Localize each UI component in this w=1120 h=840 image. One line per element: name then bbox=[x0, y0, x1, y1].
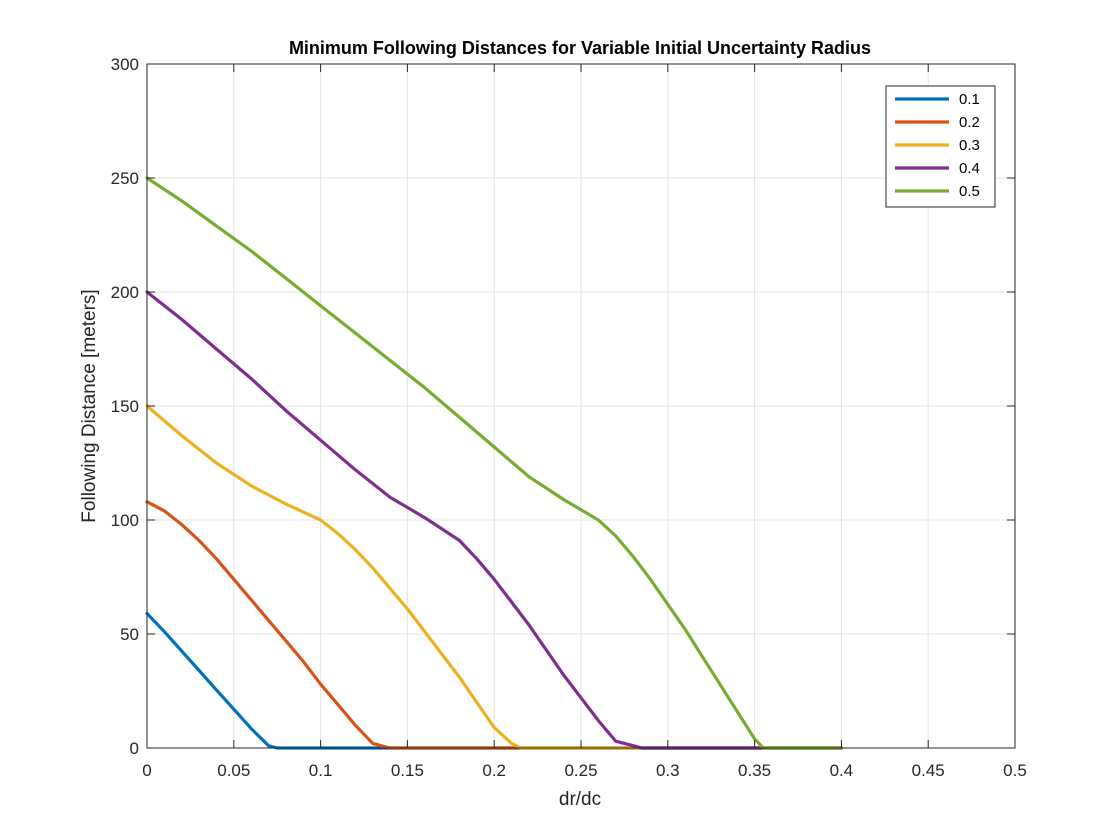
x-tick-label: 0.3 bbox=[656, 761, 680, 780]
x-tick-label: 0.35 bbox=[738, 761, 771, 780]
legend: 0.1 0.2 0.3 0.4 0.5 bbox=[885, 85, 996, 208]
y-tick-label: 300 bbox=[111, 55, 139, 74]
x-tick-label: 0.45 bbox=[912, 761, 945, 780]
x-tick-label: 0.15 bbox=[391, 761, 424, 780]
legend-label: 0.1 bbox=[959, 91, 980, 108]
series-line-0-5 bbox=[145, 176, 844, 750]
x-tick-label: 0.1 bbox=[309, 761, 333, 780]
chart-title: Minimum Following Distances for Variable… bbox=[289, 38, 871, 58]
y-axis-label: Following Distance [meters] bbox=[79, 289, 100, 522]
y-tick-label: 250 bbox=[111, 169, 139, 188]
x-axis-label: dr/dc bbox=[559, 789, 601, 810]
x-tick-label: 0.25 bbox=[564, 761, 597, 780]
y-tick-label: 150 bbox=[111, 397, 139, 416]
y-tick-label: 0 bbox=[130, 739, 139, 758]
legend-label: 0.2 bbox=[959, 114, 980, 131]
legend-label: 0.4 bbox=[959, 160, 980, 177]
x-tick-label: 0.4 bbox=[830, 761, 854, 780]
axis-layer: 0 0.05 0.1 0.15 0.2 0.25 0.3 0.35 0.4 0.45 0.5 0 50 1… bbox=[111, 55, 1027, 780]
series-line-0-4 bbox=[145, 290, 844, 750]
grid-layer bbox=[146, 63, 1016, 749]
x-tick-label: 0.5 bbox=[1003, 761, 1027, 780]
x-tick-label: 0.2 bbox=[482, 761, 506, 780]
y-tick-label: 100 bbox=[111, 511, 139, 530]
legend-label: 0.3 bbox=[959, 137, 980, 154]
y-tick-label: 200 bbox=[111, 283, 139, 302]
legend-label: 0.5 bbox=[959, 183, 980, 200]
x-tick-label: 0.05 bbox=[217, 761, 250, 780]
y-tick-label: 50 bbox=[120, 625, 139, 644]
x-tick-label: 0 bbox=[142, 761, 151, 780]
